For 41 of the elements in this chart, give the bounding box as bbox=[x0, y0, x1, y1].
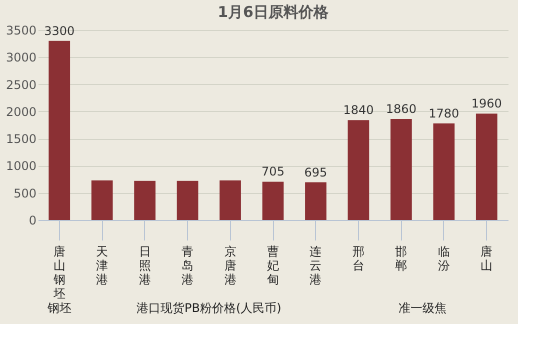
y-tick-label: 1000 bbox=[6, 159, 36, 174]
x-tick-label: 唐山 bbox=[480, 244, 493, 272]
data-label: 1840 bbox=[343, 103, 374, 118]
x-tick-label: 唐山钢坯 bbox=[52, 244, 66, 300]
data-label: 1860 bbox=[386, 102, 416, 116]
bar bbox=[220, 180, 241, 220]
bar bbox=[305, 182, 326, 220]
y-tick-label: 3500 bbox=[6, 24, 36, 38]
text: 准一级焦 bbox=[398, 301, 447, 315]
bar bbox=[48, 40, 70, 220]
x-tick-label: 日照港 bbox=[138, 244, 151, 286]
bar bbox=[134, 180, 156, 220]
bar bbox=[348, 120, 370, 220]
chart-title: 1月6日原料价格 bbox=[218, 3, 330, 21]
y-tick-label: 3000 bbox=[6, 50, 36, 65]
bar bbox=[91, 180, 113, 220]
text: 港口现货PB粉价格(人民币) bbox=[136, 301, 282, 315]
x-tick-label: 邯郸 bbox=[395, 244, 408, 272]
data-label: 1780 bbox=[428, 106, 460, 120]
bar bbox=[176, 180, 198, 220]
bar bbox=[262, 182, 284, 220]
y-tick-label: 1500 bbox=[6, 132, 36, 146]
bar bbox=[476, 114, 498, 220]
x-tick-label: 邢台 bbox=[352, 244, 364, 272]
y-tick-label: 2000 bbox=[6, 104, 36, 119]
x-tick-label: 天津港 bbox=[96, 244, 108, 286]
x-tick-label: 临汾 bbox=[438, 244, 450, 272]
text: 钢坯 bbox=[46, 301, 72, 315]
data-label: 695 bbox=[304, 165, 328, 180]
x-tick-label: 连云港 bbox=[310, 244, 322, 286]
x-tick-label: 青岛港 bbox=[182, 244, 194, 286]
data-label: 705 bbox=[262, 164, 284, 179]
x-tick-label: 京唐港 bbox=[224, 244, 236, 286]
data-label: 1960 bbox=[471, 96, 502, 111]
bar bbox=[390, 119, 412, 220]
y-tick-label: 0 bbox=[28, 214, 36, 228]
data-label: 3300 bbox=[44, 24, 75, 38]
y-tick-label: 2500 bbox=[6, 78, 36, 92]
y-tick-label: 500 bbox=[14, 186, 36, 200]
bar bbox=[433, 123, 455, 220]
x-tick-label: 曹妃甸 bbox=[267, 244, 279, 286]
